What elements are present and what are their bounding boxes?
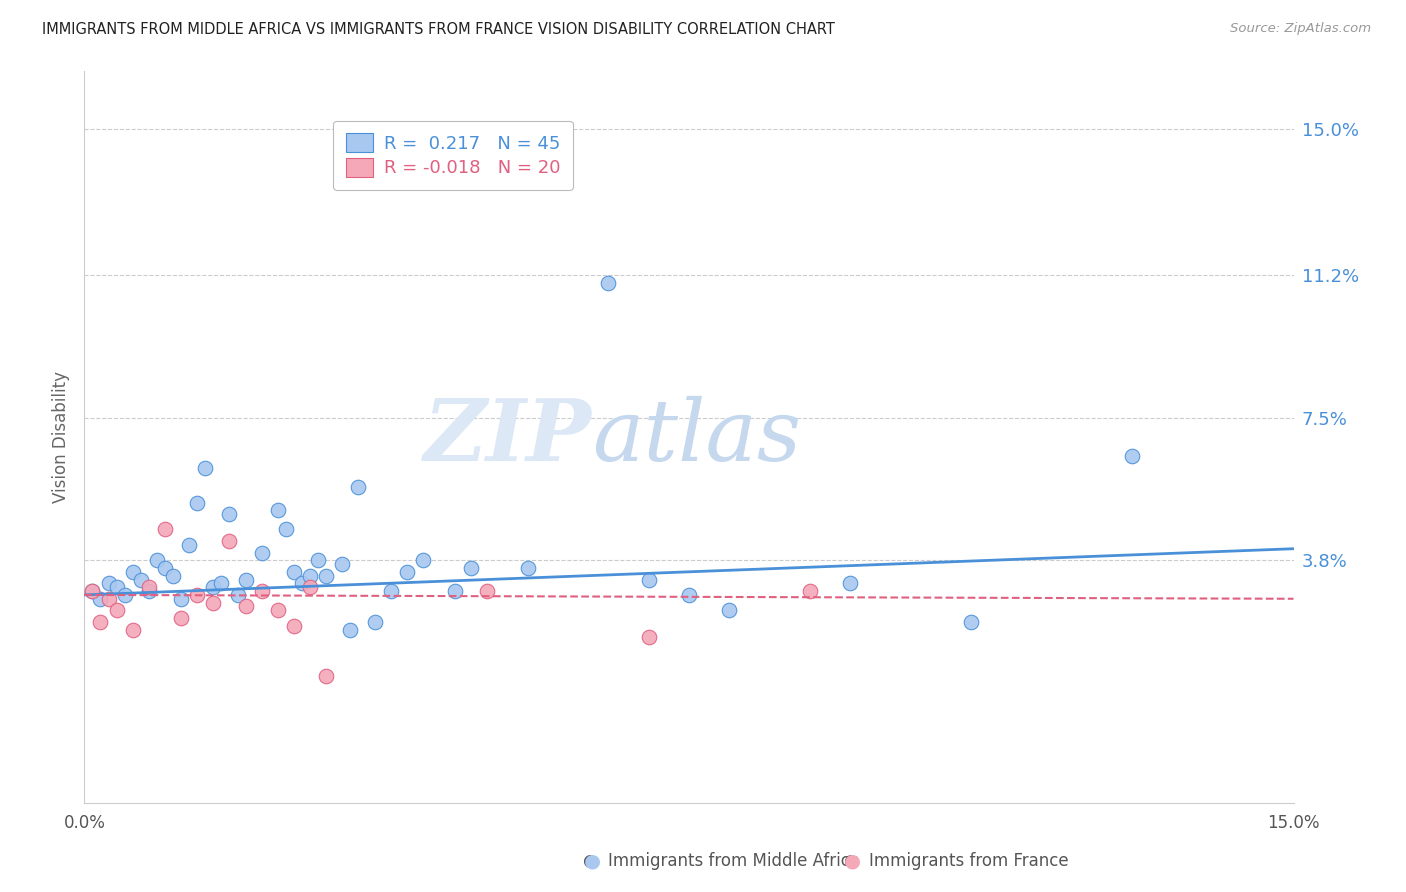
- Point: [267, 503, 290, 517]
- Point: [235, 573, 257, 587]
- Point: [250, 545, 273, 559]
- Point: [291, 576, 314, 591]
- Point: [129, 573, 152, 587]
- Point: [283, 565, 305, 579]
- Point: [105, 580, 128, 594]
- Point: [637, 630, 659, 644]
- Point: [444, 584, 467, 599]
- Point: [121, 565, 143, 579]
- Point: [146, 553, 169, 567]
- Point: [299, 568, 322, 582]
- Point: [138, 584, 160, 599]
- Point: [363, 615, 385, 629]
- Legend: R =  0.217   N = 45, R = -0.018   N = 20: R = 0.217 N = 45, R = -0.018 N = 20: [333, 120, 574, 190]
- Point: [718, 603, 741, 617]
- Point: [186, 495, 208, 509]
- Point: [226, 588, 249, 602]
- Text: atlas: atlas: [592, 396, 801, 478]
- Point: [283, 618, 305, 632]
- Point: [598, 276, 620, 290]
- Point: [153, 561, 176, 575]
- Point: [114, 588, 136, 602]
- Point: [307, 553, 329, 567]
- Point: [516, 561, 538, 575]
- Point: [97, 576, 120, 591]
- Point: [97, 591, 120, 606]
- Point: [315, 568, 337, 582]
- Point: [202, 580, 225, 594]
- Point: [138, 580, 160, 594]
- Point: [347, 480, 370, 494]
- Point: [839, 576, 862, 591]
- Point: [412, 553, 434, 567]
- Y-axis label: Vision Disability: Vision Disability: [52, 371, 70, 503]
- Point: [170, 591, 193, 606]
- Point: [153, 523, 176, 537]
- Point: [235, 599, 257, 614]
- Point: [89, 615, 111, 629]
- Text: ●  Immigrants from France: ● Immigrants from France: [844, 852, 1069, 870]
- Point: [218, 534, 240, 549]
- Point: [89, 591, 111, 606]
- Point: [170, 611, 193, 625]
- Point: [960, 615, 983, 629]
- Point: [678, 588, 700, 602]
- Text: IMMIGRANTS FROM MIDDLE AFRICA VS IMMIGRANTS FROM FRANCE VISION DISABILITY CORREL: IMMIGRANTS FROM MIDDLE AFRICA VS IMMIGRA…: [42, 22, 835, 37]
- Point: [202, 596, 225, 610]
- Point: [799, 584, 821, 599]
- Point: [267, 603, 290, 617]
- Point: [162, 568, 184, 582]
- Point: [395, 565, 418, 579]
- Point: [315, 669, 337, 683]
- Point: [209, 576, 232, 591]
- Text: ●: ●: [844, 851, 860, 871]
- Point: [339, 623, 361, 637]
- Point: [194, 461, 217, 475]
- Point: [121, 623, 143, 637]
- Point: [330, 557, 353, 571]
- Point: [637, 573, 659, 587]
- Text: Source: ZipAtlas.com: Source: ZipAtlas.com: [1230, 22, 1371, 36]
- Point: [250, 584, 273, 599]
- Text: ●: ●: [583, 851, 600, 871]
- Point: [274, 523, 297, 537]
- Text: ZIP: ZIP: [425, 395, 592, 479]
- Point: [460, 561, 482, 575]
- Point: [477, 584, 499, 599]
- Point: [105, 603, 128, 617]
- Point: [82, 584, 104, 599]
- Point: [380, 584, 402, 599]
- Point: [1121, 450, 1143, 464]
- Point: [179, 538, 201, 552]
- Point: [186, 588, 208, 602]
- Point: [82, 584, 104, 599]
- Point: [218, 507, 240, 521]
- Text: ●  Immigrants from Middle Africa: ● Immigrants from Middle Africa: [583, 852, 860, 870]
- Point: [299, 580, 322, 594]
